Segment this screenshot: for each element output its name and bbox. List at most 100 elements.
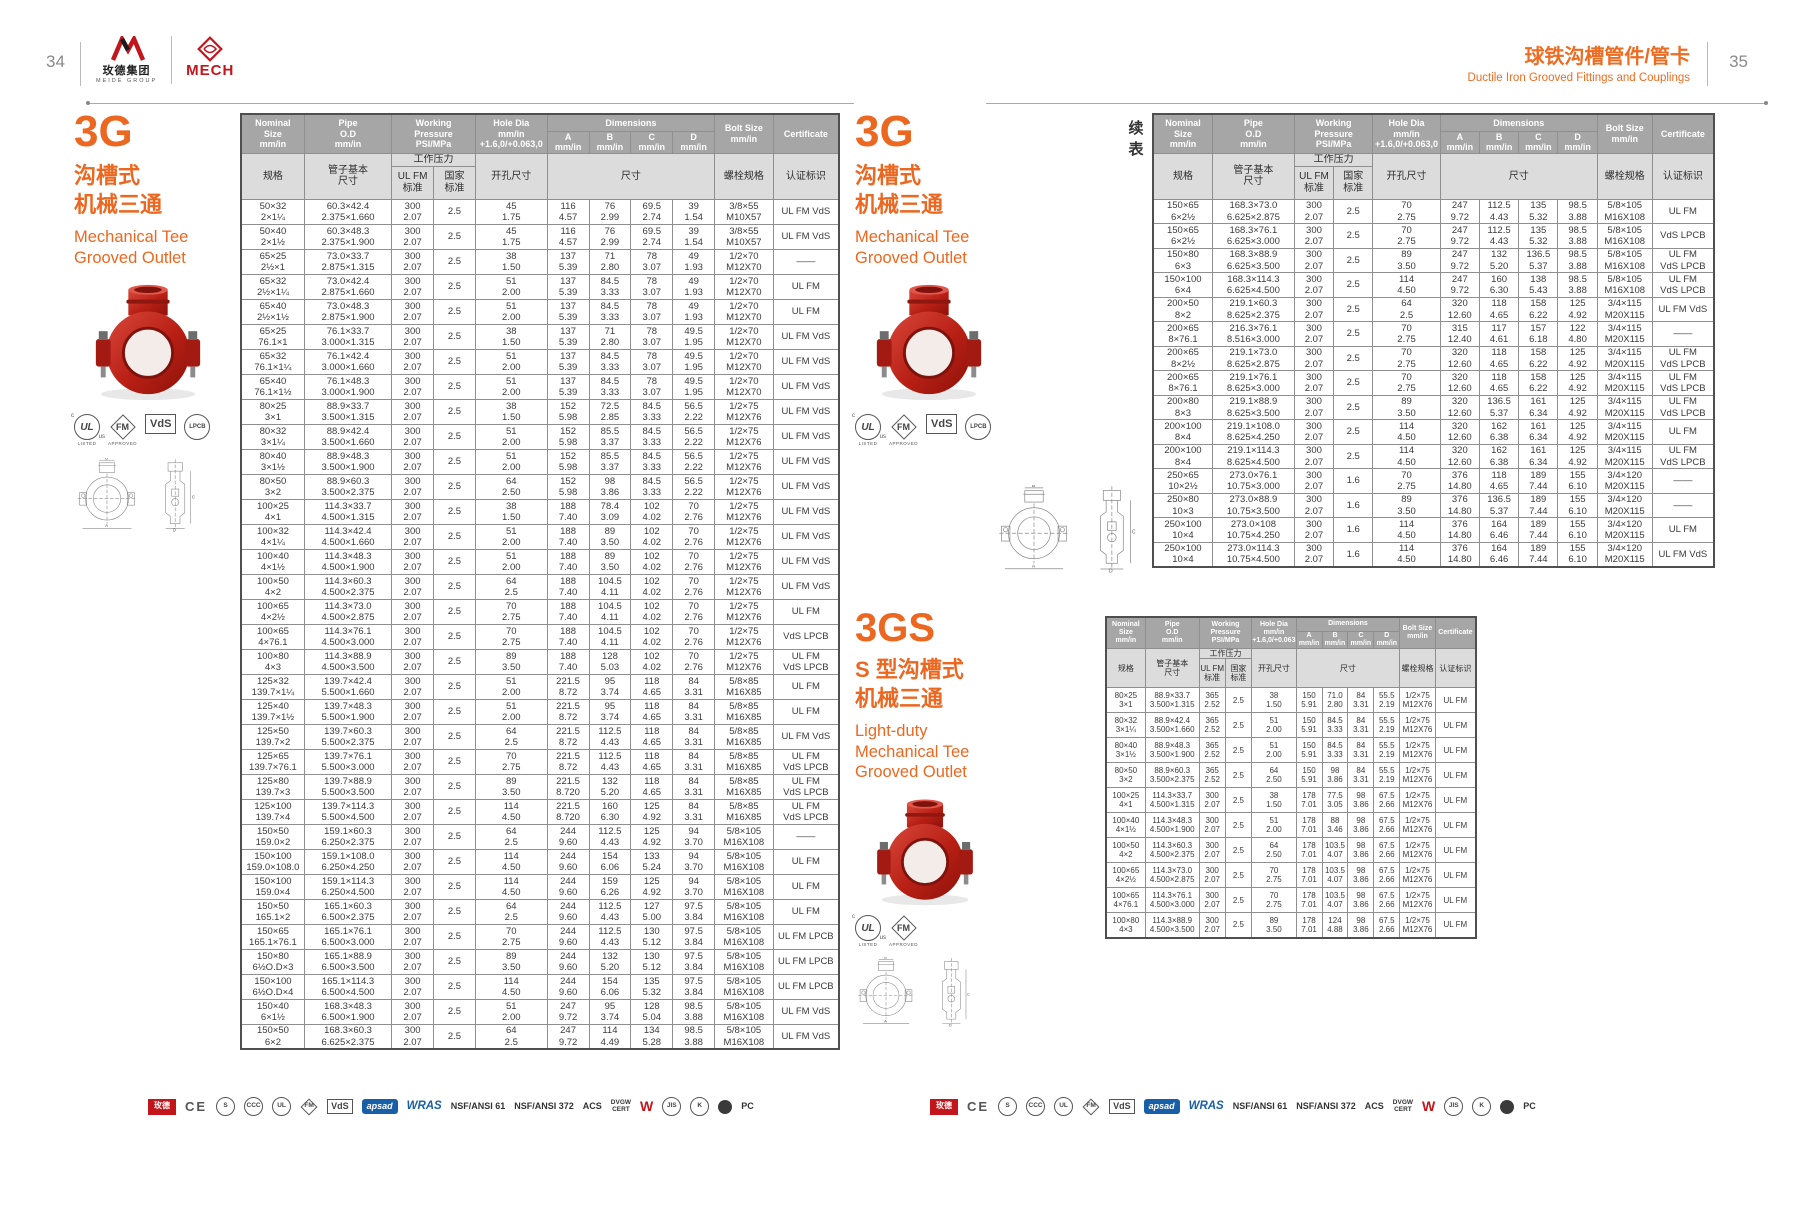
ul-c: c <box>852 413 855 420</box>
table-row: 50×40 2×1½ 60.3×48.3 2.375×1.900 300 2.07 2… <box>240 223 840 250</box>
ul-caption: LISTED <box>858 441 878 447</box>
table-row: 200×80 8×3 219.1×88.9 8.625×3.500 300 2.07… <box>1152 394 1715 421</box>
table-row: 150×100 6½O.D×4 165.1×114.3 6.500×4.500 30… <box>240 973 840 1000</box>
col-ulfm-std: UL FM 标准 <box>1293 165 1335 200</box>
table-3g-main: Nominal Size mm/in Pipe O.D mm/in Workin… <box>240 113 840 1051</box>
table-row: 200×100 8×4 219.1×108.0 8.625×4.250 300 2.… <box>1152 419 1715 445</box>
meide-footer-badge: 玫德 <box>148 1098 176 1115</box>
product-photo-mechanical-tee <box>855 280 1003 402</box>
ul-c: c <box>852 914 855 921</box>
jis-mark: JIS <box>662 1097 682 1116</box>
col-dim-c: C mm/in <box>630 130 674 155</box>
table-header: Nominal Size mm/in Pipe O.D mm/in Workin… <box>240 113 840 200</box>
col-bolt-size: Bolt Size mm/in <box>1399 616 1436 649</box>
k-mark: K <box>1472 1097 1492 1116</box>
col-dimensions: Dimensions <box>546 113 716 132</box>
col-dim-c: C mm/in <box>1347 630 1375 649</box>
table-row: 125×50 139.7×2 139.7×60.3 5.500×2.375 300 … <box>240 723 840 750</box>
drawing-side-view <box>933 957 973 1027</box>
ul-us: us <box>879 434 886 441</box>
mech-logo-mark <box>197 36 224 62</box>
col-bolt-size: Bolt Size mm/in <box>1596 113 1653 154</box>
drawing-front-view <box>855 957 917 1027</box>
col-working-pressure: Working Pressure PSI/MPa <box>1293 113 1374 154</box>
col-cert-cn: 认证标识 <box>772 153 840 200</box>
table-row: 125×40 139.7×1½ 139.7×48.3 5.500×1.900 300… <box>240 698 840 725</box>
section-3g-right: 3G 沟槽式 机械三通 Mechanical Tee Grooved Outle… <box>852 110 1005 447</box>
col-spec-cn: 规格 <box>1152 153 1213 200</box>
wras-mark: WRAS <box>406 1100 442 1113</box>
col-bolt-cn: 螺栓规格 <box>714 153 774 200</box>
col-bolt-size: Bolt Size mm/in <box>714 113 774 154</box>
col-spec-cn: 规格 <box>240 153 305 200</box>
vds-text: VdS <box>145 414 177 435</box>
table-row: 80×32 3×1¼ 88.9×42.4 3.500×1.660 300 2.07 2… <box>240 423 840 450</box>
page-number-left: 34 <box>46 52 65 71</box>
table-row: 100×65 4×2½ 114.3×73.0 4.500×2.875 300 2.0… <box>240 598 840 625</box>
vds-mark: VdS <box>1109 1098 1135 1115</box>
col-hole-dia: Hole Dia mm/in +1.6,0/+0.063,0 <box>1372 113 1441 154</box>
certification-logos: c UL us LISTED FM APPROVED VdS LPCB <box>852 413 1005 447</box>
section-3g-left: 3G 沟槽式 机械三通 Mechanical Tee Grooved Outle… <box>71 110 234 532</box>
table-3gs: Nominal Size mm/in Pipe O.D mm/in Workin… <box>1105 616 1477 939</box>
header-title-en: Ductile Iron Grooved Fittings and Coupli… <box>1467 72 1690 84</box>
col-certificate: Certificate <box>772 113 840 154</box>
table-row: 80×25 3×1 88.9×33.7 3.500×1.315 365 2.52 2.… <box>1105 687 1477 714</box>
s-mark: S <box>998 1097 1018 1116</box>
vds-logo: VdS <box>926 414 958 435</box>
table-row: 100×40 4×1½ 114.3×48.3 4.500×1.900 300 2.0… <box>240 548 840 575</box>
col-dim-a: A mm/in <box>1439 130 1480 155</box>
header-rule-left <box>90 103 854 104</box>
fm-text: FM <box>897 422 910 433</box>
vds-mark: VdS <box>327 1098 353 1115</box>
col-dimensions: Dimensions <box>1295 616 1401 632</box>
table-row: 100×65 4×76.1 114.3×76.1 4.500×3.000 300 2… <box>1105 887 1477 914</box>
apsad-mark: apsad <box>361 1098 398 1115</box>
acs-mark: ACS <box>582 1100 602 1111</box>
col-working-pressure: Working Pressure PSI/MPa <box>391 113 476 154</box>
col-dims-cn: 尺寸 <box>546 153 716 200</box>
product-photo-mechanical-tee <box>74 280 222 402</box>
col-nominal-size: Nominal Size mm/in <box>1152 113 1213 154</box>
ul-text: UL <box>80 421 94 433</box>
table-row: 80×40 3×1½ 88.9×48.3 3.500×1.900 300 2.07 2… <box>240 448 840 475</box>
fm-text: FM <box>116 422 129 433</box>
wras-mark: WRAS <box>1188 1100 1224 1113</box>
footer-cert-strip-right: 玫德 CE S CCC UL FM VdS apsad WRAS NSF/ANSI 61 NSF/A… <box>930 1097 1536 1116</box>
col-hole-cn: 开孔尺寸 <box>474 153 548 200</box>
brand-divider <box>171 36 173 84</box>
table-row: 100×80 4×3 114.3×88.9 4.500×3.500 300 2.07… <box>240 648 840 675</box>
table-row: 100×65 4×76.1 114.3×76.1 4.500×3.000 300 2… <box>240 623 840 650</box>
round-seal-mark <box>1500 1099 1515 1114</box>
col-wp-cn: 工作压力 <box>1198 647 1253 660</box>
table-row: 150×65 165.1×76.1 165.1×76.1 6.500×3.000 3… <box>240 923 840 950</box>
table-row: 150×50 6×2 168.3×60.3 6.625×2.375 300 2.07… <box>240 1023 840 1050</box>
table-row: 80×50 3×2 88.9×60.3 3.500×2.375 365 2.52 2.… <box>1105 762 1477 789</box>
section-title-cn: 机械三通 <box>855 685 944 711</box>
table-row: 150×100 159.0×4 159.1×114.3 6.250×4.500 30… <box>240 873 840 900</box>
fm-approved-logo: FM APPROVED <box>889 915 918 947</box>
ul-c: c <box>71 413 74 420</box>
ul-caption: LISTED <box>858 942 878 948</box>
pc-mark: PC <box>1523 1100 1536 1111</box>
table-row: 80×40 3×1½ 88.9×48.3 3.500×1.900 365 2.52 2… <box>1105 737 1477 764</box>
col-dim-b: B mm/in <box>1478 130 1520 155</box>
table-row: 125×32 139.7×1¼ 139.7×42.4 5.500×1.660 300… <box>240 673 840 700</box>
table-row: 200×100 8×4 219.1×114.3 8.625×4.500 300 2.… <box>1152 443 1715 470</box>
certification-logos: c UL us LISTED FM APPROVED VdS LPCB <box>71 413 234 447</box>
table-row: 150×65 6×2½ 168.3×73.0 6.625×2.875 300 2.0… <box>1152 198 1715 225</box>
table-row: 50×32 2×1¼ 60.3×42.4 2.375×1.660 300 2.07 2… <box>240 198 840 225</box>
ul-caption: LISTED <box>77 441 97 447</box>
col-cert-cn: 认证标识 <box>1434 647 1477 689</box>
drawing-side-view <box>1089 464 1139 594</box>
meide-footer-badge: 玫德 <box>930 1098 958 1115</box>
nsf-ansi-372-mark: NSF/ANSI 372 <box>1296 1100 1356 1111</box>
table-row: 150×80 6×3 168.3×88.9 6.625×3.500 300 2.07… <box>1152 247 1715 274</box>
table-row: 200×50 8×2 219.1×60.3 8.625×2.375 300 2.07… <box>1152 296 1715 323</box>
fm-approved-mark: FM <box>1082 1098 1100 1116</box>
col-hole-dia: Hole Dia mm/in +1.6,0/+0.063,0 <box>1251 616 1297 649</box>
section-title-en: Mechanical Tee <box>74 228 189 247</box>
col-national-std: 国家 标准 <box>433 165 476 200</box>
page-number-right: 35 <box>1729 52 1748 71</box>
